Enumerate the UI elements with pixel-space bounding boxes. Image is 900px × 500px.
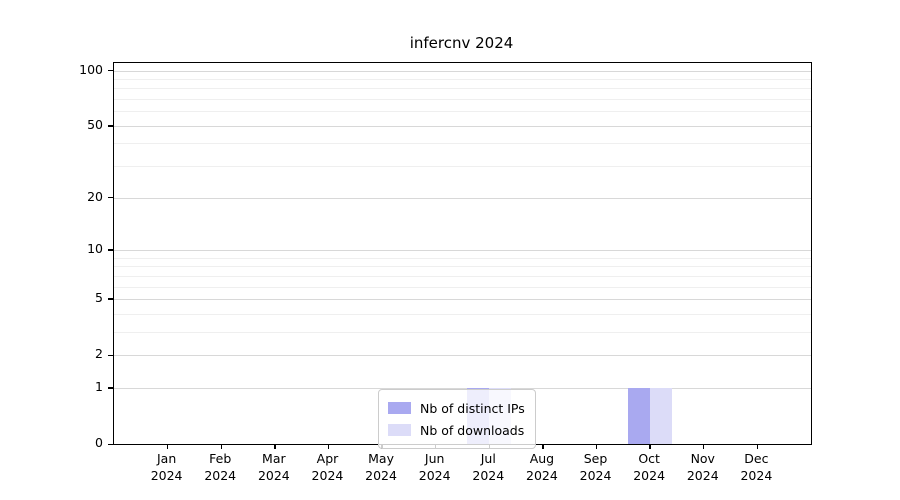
x-tick-mark: [595, 444, 598, 449]
x-tick-label-nov: Nov 2024: [686, 451, 719, 483]
legend-swatch-icon: [388, 424, 411, 436]
gridline-minor: [114, 111, 811, 113]
y-tick-mark: [107, 387, 113, 389]
y-tick-label: 2: [95, 346, 103, 362]
x-tick-label-mar: Mar 2024: [257, 451, 290, 483]
gridline-major: [114, 298, 811, 300]
gridline-minor: [114, 166, 811, 168]
y-tick-label: 20: [87, 188, 103, 204]
x-tick-mark: [756, 444, 759, 449]
gridline-major: [114, 249, 811, 251]
x-tick-mark: [542, 444, 544, 449]
x-tick-mark: [166, 444, 169, 449]
x-tick-mark: [220, 444, 222, 449]
gridline-major: [114, 70, 811, 72]
x-tick-label-sep: Sep 2024: [579, 451, 612, 483]
y-tick-mark: [107, 443, 113, 445]
x-tick-mark: [649, 444, 651, 449]
x-tick-label-aug: Aug 2024: [526, 451, 558, 483]
gridline-minor: [114, 275, 811, 277]
x-tick-mark: [327, 444, 330, 449]
bar-oct-distinct-ips: [628, 387, 651, 444]
y-tick-mark: [107, 298, 113, 300]
gridline-minor: [114, 143, 811, 145]
x-tick-mark: [703, 444, 705, 449]
y-tick-label: 5: [95, 289, 103, 305]
x-tick-label-may: May 2024: [365, 451, 397, 483]
gridline-minor: [114, 331, 811, 333]
y-tick-label: 1: [95, 378, 103, 394]
gridline-major: [114, 387, 811, 389]
x-tick-label-jul: Jul 2024: [472, 451, 505, 483]
gridline-minor: [114, 88, 811, 90]
legend-swatch-icon: [388, 402, 411, 414]
legend-item: Nb of distinct IPs: [388, 397, 525, 419]
y-tick-label: 0: [95, 435, 103, 450]
y-tick-mark: [107, 70, 113, 72]
legend: Nb of distinct IPs Nb of downloads: [378, 389, 536, 449]
y-tick-label: 50: [87, 116, 103, 132]
gridline-major: [114, 125, 811, 127]
gridline-minor: [114, 286, 811, 288]
x-tick-label-dec: Dec 2024: [740, 451, 773, 483]
y-tick-mark: [107, 197, 113, 199]
gridline-minor: [114, 99, 811, 101]
y-tick-label: 100: [79, 61, 103, 77]
gridline-major: [114, 355, 811, 357]
gridline-minor: [114, 257, 811, 259]
x-tick-label-jun: Jun 2024: [418, 451, 451, 483]
x-tick-label-jan: Jan 2024: [150, 451, 183, 483]
y-tick-mark: [107, 125, 113, 127]
gridline-major: [114, 197, 811, 199]
x-tick-mark: [274, 444, 276, 449]
gridline-minor: [114, 78, 811, 80]
gridline-minor: [114, 266, 811, 268]
x-tick-label-feb: Feb 2024: [204, 451, 237, 483]
gridline-minor: [114, 313, 811, 315]
y-tick-label: 10: [87, 240, 103, 256]
y-tick-mark: [107, 354, 113, 356]
chart-title: infercnv 2024: [409, 34, 514, 52]
y-tick-mark: [107, 249, 113, 251]
bar-oct-downloads: [650, 387, 673, 444]
x-tick-label-apr: Apr 2024: [311, 451, 344, 483]
plot-area: Nb of distinct IPs Nb of downloads: [107, 62, 812, 449]
legend-label: Nb of downloads: [420, 422, 525, 438]
legend-label: Nb of distinct IPs: [420, 400, 525, 416]
x-tick-label-oct: Oct 2024: [633, 451, 666, 483]
legend-item: Nb of downloads: [388, 419, 525, 441]
